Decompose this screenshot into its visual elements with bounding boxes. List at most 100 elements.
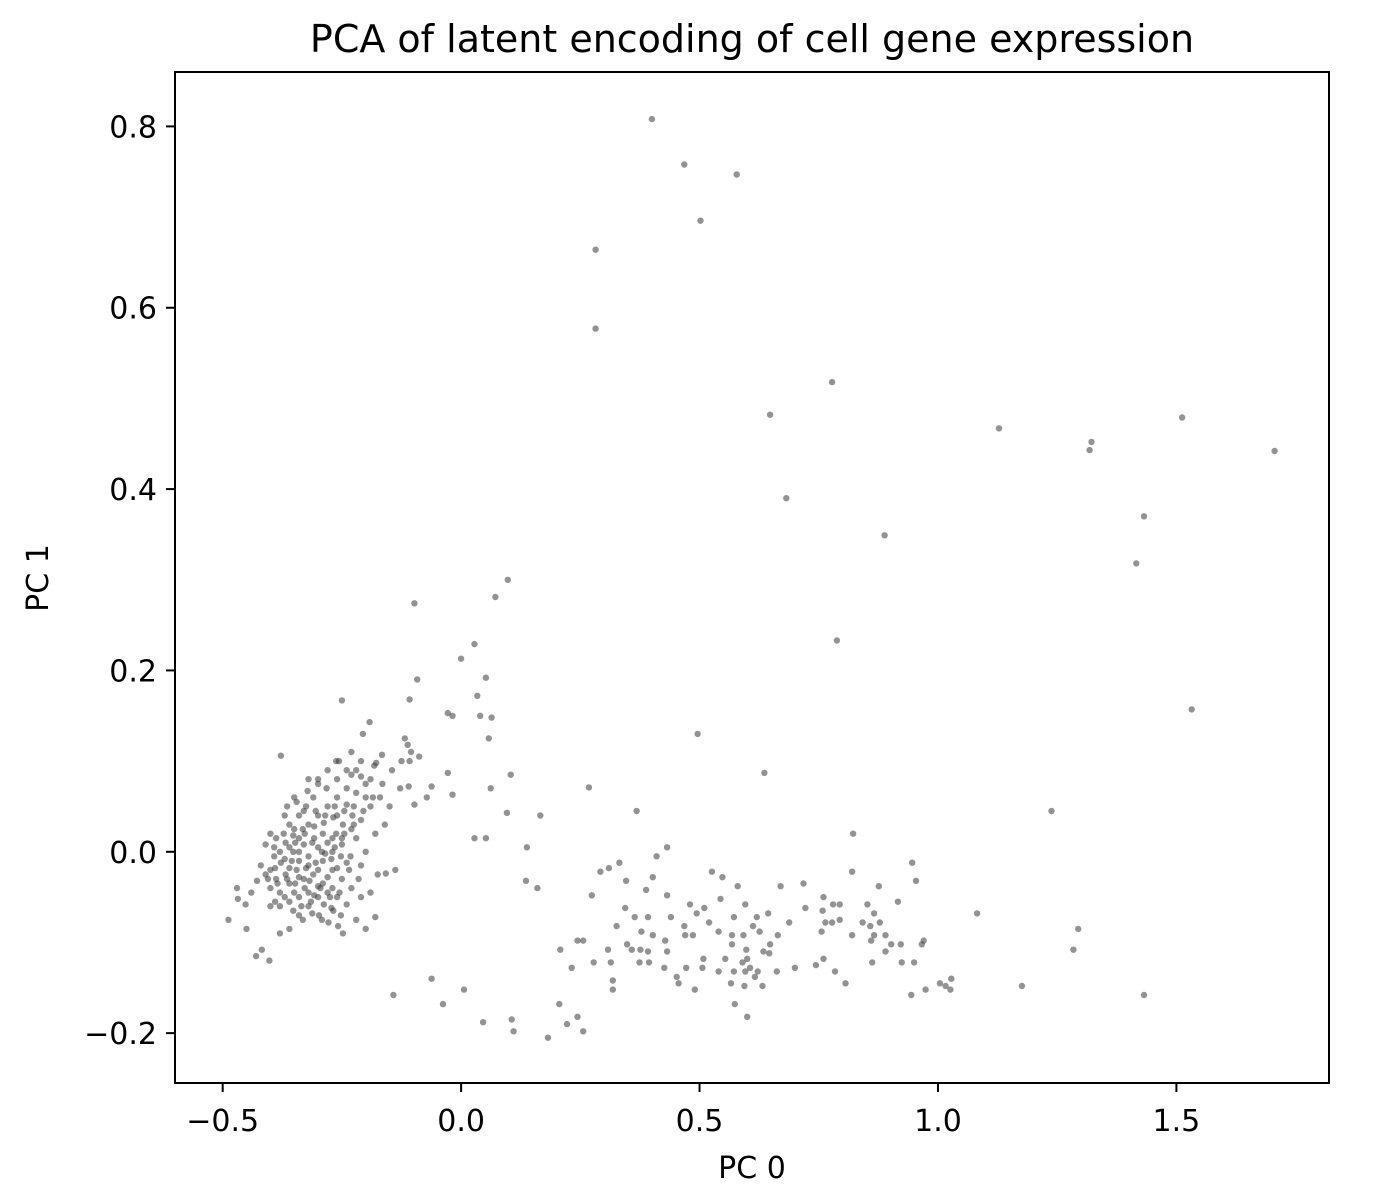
scatter-point <box>616 859 623 866</box>
scatter-point <box>504 576 511 583</box>
scatter-point <box>319 857 326 865</box>
scatter-point <box>744 955 751 962</box>
scatter-point <box>360 807 367 815</box>
scatter-point <box>353 835 360 842</box>
scatter-point <box>818 928 825 935</box>
scatter-point <box>407 748 415 756</box>
scatter-point <box>681 161 688 168</box>
scatter-point <box>335 757 343 765</box>
scatter-point <box>299 825 306 833</box>
scatter-point <box>881 532 888 539</box>
scatter-point <box>609 986 616 993</box>
scatter-point <box>272 835 280 842</box>
y-tick-label: −0.2 <box>84 1017 157 1052</box>
scatter-point <box>299 916 306 923</box>
scatter-point <box>276 848 284 855</box>
scatter-point <box>314 780 322 787</box>
scatter-point <box>304 787 311 795</box>
scatter-point <box>286 898 293 905</box>
scatter-point <box>744 1013 751 1020</box>
scatter-point <box>302 803 310 810</box>
scatter-point <box>681 922 688 930</box>
scatter-points <box>225 115 1278 1041</box>
scatter-point <box>280 830 287 837</box>
scatter-point <box>644 913 652 921</box>
scatter-point <box>338 875 346 883</box>
scatter-point <box>708 868 716 875</box>
scatter-point <box>833 637 841 644</box>
scatter-point <box>291 825 298 833</box>
scatter-point <box>353 767 360 774</box>
scatter-point <box>471 640 478 648</box>
scatter-point <box>1018 982 1026 990</box>
scatter-point <box>392 866 399 874</box>
scatter-point <box>357 773 365 780</box>
scatter-point <box>331 803 338 810</box>
scatter-point <box>663 892 671 899</box>
scatter-point <box>405 783 412 790</box>
scatter-point <box>897 941 904 948</box>
scatter-point <box>286 864 293 872</box>
scatter-point <box>715 968 722 975</box>
scatter-point <box>416 753 423 760</box>
scatter-point <box>333 830 340 837</box>
scatter-point <box>510 1028 517 1035</box>
scatter-point <box>828 919 836 926</box>
scatter-point <box>312 859 319 866</box>
scatter-point <box>973 910 981 917</box>
scatter-point <box>359 730 367 738</box>
scatter-point <box>343 801 350 808</box>
scatter-point <box>909 859 916 866</box>
scatter-point <box>760 948 767 955</box>
scatter-point <box>773 968 780 975</box>
scatter-point <box>831 968 839 975</box>
scatter-point <box>276 903 284 910</box>
scatter-point <box>326 893 334 901</box>
scatter-point <box>1048 807 1055 815</box>
scatter-point <box>320 901 327 908</box>
scatter-point <box>271 844 278 851</box>
scatter-point <box>348 771 355 778</box>
scatter-point <box>882 932 889 939</box>
scatter-point <box>637 946 644 953</box>
scatter-point <box>411 600 418 607</box>
scatter-point <box>264 875 272 883</box>
scatter-point <box>868 937 875 944</box>
scatter-point <box>607 959 614 966</box>
scatter-point <box>870 910 878 917</box>
scatter-point <box>563 1020 571 1028</box>
scatter-point <box>741 982 748 990</box>
scatter-point <box>276 930 284 937</box>
scatter-point <box>373 759 380 767</box>
scatter-point <box>756 928 763 935</box>
scatter-point <box>300 875 307 883</box>
scatter-point <box>580 1028 587 1035</box>
scatter-point <box>820 955 827 962</box>
scatter-point <box>648 115 656 123</box>
scatter-point <box>482 835 490 842</box>
scatter-point <box>234 895 242 903</box>
y-tick-label: 0.8 <box>109 110 157 145</box>
scatter-point <box>864 901 871 908</box>
scatter-point <box>753 913 760 921</box>
scatter-point <box>314 866 322 874</box>
scatter-point <box>1188 706 1195 713</box>
scatter-point <box>362 848 369 855</box>
scatter-point <box>623 941 631 948</box>
scatter-point <box>592 246 599 253</box>
scatter-point <box>597 868 604 875</box>
scatter-point <box>350 803 357 810</box>
scatter-point <box>293 866 300 874</box>
scatter-point <box>492 593 499 601</box>
scatter-point <box>283 803 291 810</box>
x-axis-label: PC 0 <box>718 1151 786 1186</box>
scatter-point <box>376 794 384 801</box>
scatter-point <box>592 325 599 332</box>
scatter-point <box>888 941 895 948</box>
scatter-point <box>1075 925 1082 933</box>
scatter-point <box>341 807 348 815</box>
scatter-point <box>507 771 514 778</box>
scatter-point <box>271 853 278 860</box>
scatter-point <box>295 848 303 855</box>
x-tick-label: 1.0 <box>914 1104 962 1139</box>
